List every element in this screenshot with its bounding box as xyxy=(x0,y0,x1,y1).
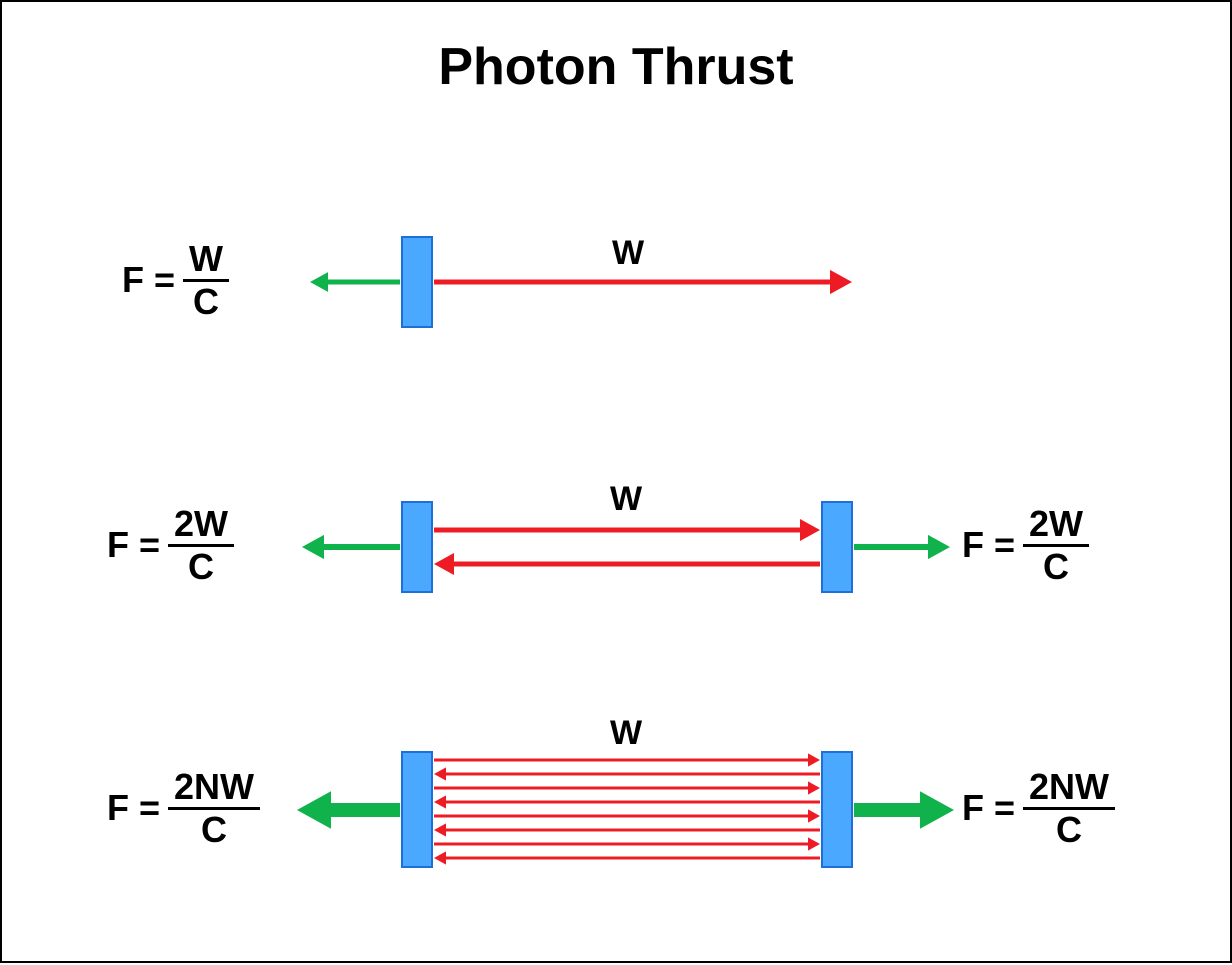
row1-red-arrow-right-head xyxy=(830,270,852,294)
formula-den: C xyxy=(1023,807,1115,848)
formula-den: C xyxy=(168,807,260,848)
formula-num: W xyxy=(183,241,229,279)
formula-den: C xyxy=(183,279,229,320)
row3-block-left xyxy=(402,752,432,867)
diagram-canvas: Photon Thrust F = W C W F = 2W C F = 2W … xyxy=(0,0,1232,963)
row2-green-arrow-left-head xyxy=(302,535,324,559)
row3-green-arrow-right-head xyxy=(920,791,954,828)
row3-red-arrow-l-3-head xyxy=(434,795,446,808)
row3-block-right xyxy=(822,752,852,867)
formula-frac: 2W C xyxy=(168,506,234,585)
row2-block-right xyxy=(822,502,852,592)
row3-w-label: W xyxy=(610,714,642,753)
formula-num: 2NW xyxy=(1023,769,1115,807)
row2-block-left xyxy=(402,502,432,592)
row3-green-arrow-left-head xyxy=(297,791,331,828)
formula-frac: W C xyxy=(183,241,229,320)
row2-red-arrow-top-head xyxy=(800,519,820,541)
row3-red-arrow-l-1-head xyxy=(434,767,446,780)
formula-frac: 2NW C xyxy=(168,769,260,848)
formula-eq: F = xyxy=(962,524,1015,566)
formula-num: 2W xyxy=(168,506,234,544)
formula-frac: 2W C xyxy=(1023,506,1089,585)
row2-formula-right: F = 2W C xyxy=(962,506,1089,585)
row3-formula-right: F = 2NW C xyxy=(962,769,1115,848)
formula-eq: F = xyxy=(122,259,175,301)
row3-red-arrow-l-7-head xyxy=(434,851,446,864)
row3-red-arrow-r-6-head xyxy=(808,837,820,850)
formula-num: 2W xyxy=(1023,506,1089,544)
row3-red-arrow-r-4-head xyxy=(808,809,820,822)
row1-green-arrow-left-head xyxy=(310,272,328,292)
row2-red-arrow-bottom-head xyxy=(434,553,454,575)
row3-red-arrow-r-0-head xyxy=(808,753,820,766)
formula-eq: F = xyxy=(962,787,1015,829)
row1-block xyxy=(402,237,432,327)
row3-red-arrow-l-5-head xyxy=(434,823,446,836)
formula-den: C xyxy=(168,544,234,585)
formula-num: 2NW xyxy=(168,769,260,807)
formula-den: C xyxy=(1023,544,1089,585)
row1-formula-left: F = W C xyxy=(122,241,229,320)
formula-eq: F = xyxy=(107,524,160,566)
formula-frac: 2NW C xyxy=(1023,769,1115,848)
row2-green-arrow-right-head xyxy=(928,535,950,559)
row2-w-label: W xyxy=(610,480,642,519)
row3-formula-left: F = 2NW C xyxy=(107,769,260,848)
row1-w-label: W xyxy=(612,234,644,273)
formula-eq: F = xyxy=(107,787,160,829)
row2-formula-left: F = 2W C xyxy=(107,506,234,585)
row3-red-arrow-r-2-head xyxy=(808,781,820,794)
